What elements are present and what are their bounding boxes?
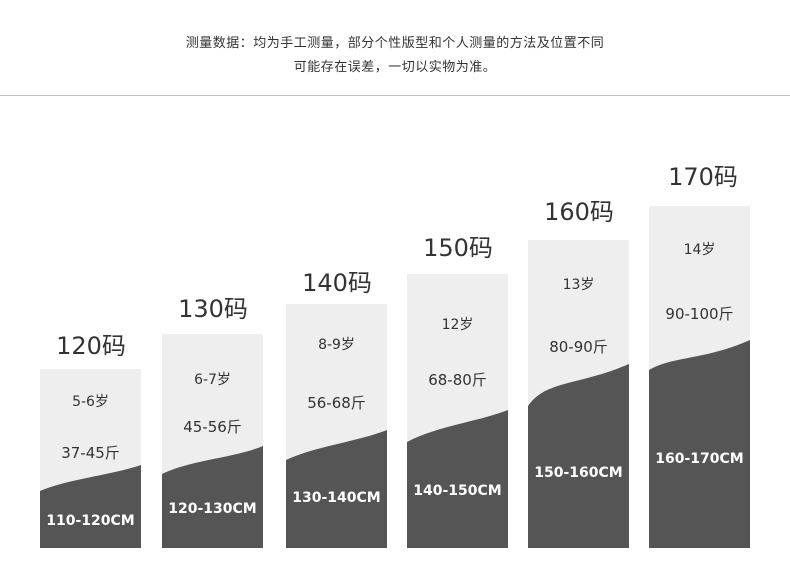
age-range: 12岁 bbox=[441, 317, 474, 333]
weight-range: 80-90斤 bbox=[549, 338, 608, 356]
measurement-note-line-1: 测量数据：均为手工测量，部分个性版型和个人测量的方法及位置不同 bbox=[185, 36, 605, 51]
size-label-120: 120码 bbox=[56, 332, 126, 360]
weight-range: 45-56斤 bbox=[183, 418, 242, 436]
height-range: 150-160CM bbox=[534, 465, 623, 481]
size-label-170: 170码 bbox=[668, 163, 738, 191]
height-range: 110-120CM bbox=[46, 513, 135, 529]
size-card-160: 13岁 80-90斤 150-160CM bbox=[528, 240, 629, 548]
weight-range: 56-68斤 bbox=[307, 394, 366, 412]
weight-range: 68-80斤 bbox=[428, 371, 487, 389]
height-range: 140-150CM bbox=[413, 483, 502, 499]
size-card-170: 14岁 90-100斤 160-170CM bbox=[649, 206, 750, 548]
age-range: 8-9岁 bbox=[318, 337, 355, 353]
size-label-140: 140码 bbox=[302, 269, 372, 297]
size-card-dark-wave bbox=[649, 340, 750, 548]
size-card-dark-wave bbox=[40, 465, 141, 548]
size-card-140: 8-9岁 56-68斤 130-140CM bbox=[286, 304, 387, 548]
height-range: 160-170CM bbox=[655, 451, 744, 467]
age-range: 5-6岁 bbox=[72, 394, 109, 410]
weight-range: 90-100斤 bbox=[665, 305, 734, 323]
size-card-dark-wave bbox=[286, 430, 387, 548]
size-label-150: 150码 bbox=[423, 234, 493, 262]
size-card-120: 5-6岁 37-45斤 110-120CM bbox=[40, 369, 141, 548]
size-card-130: 6-7岁 45-56斤 120-130CM bbox=[162, 334, 263, 548]
age-range: 6-7岁 bbox=[194, 372, 231, 388]
measurement-note-line-2: 可能存在误差，一切以实物为准。 bbox=[293, 60, 497, 75]
size-card-150: 12岁 68-80斤 140-150CM bbox=[407, 274, 508, 548]
height-range: 120-130CM bbox=[168, 501, 257, 517]
divider bbox=[0, 95, 790, 96]
size-card-dark-wave bbox=[528, 364, 629, 548]
size-card-dark-wave bbox=[162, 446, 263, 548]
height-range: 130-140CM bbox=[292, 490, 381, 506]
age-range: 14岁 bbox=[683, 242, 716, 258]
size-card-dark-wave bbox=[407, 410, 508, 548]
age-range: 13岁 bbox=[562, 277, 595, 293]
size-label-160: 160码 bbox=[544, 198, 614, 226]
weight-range: 37-45斤 bbox=[61, 444, 120, 462]
size-label-130: 130码 bbox=[178, 295, 248, 323]
